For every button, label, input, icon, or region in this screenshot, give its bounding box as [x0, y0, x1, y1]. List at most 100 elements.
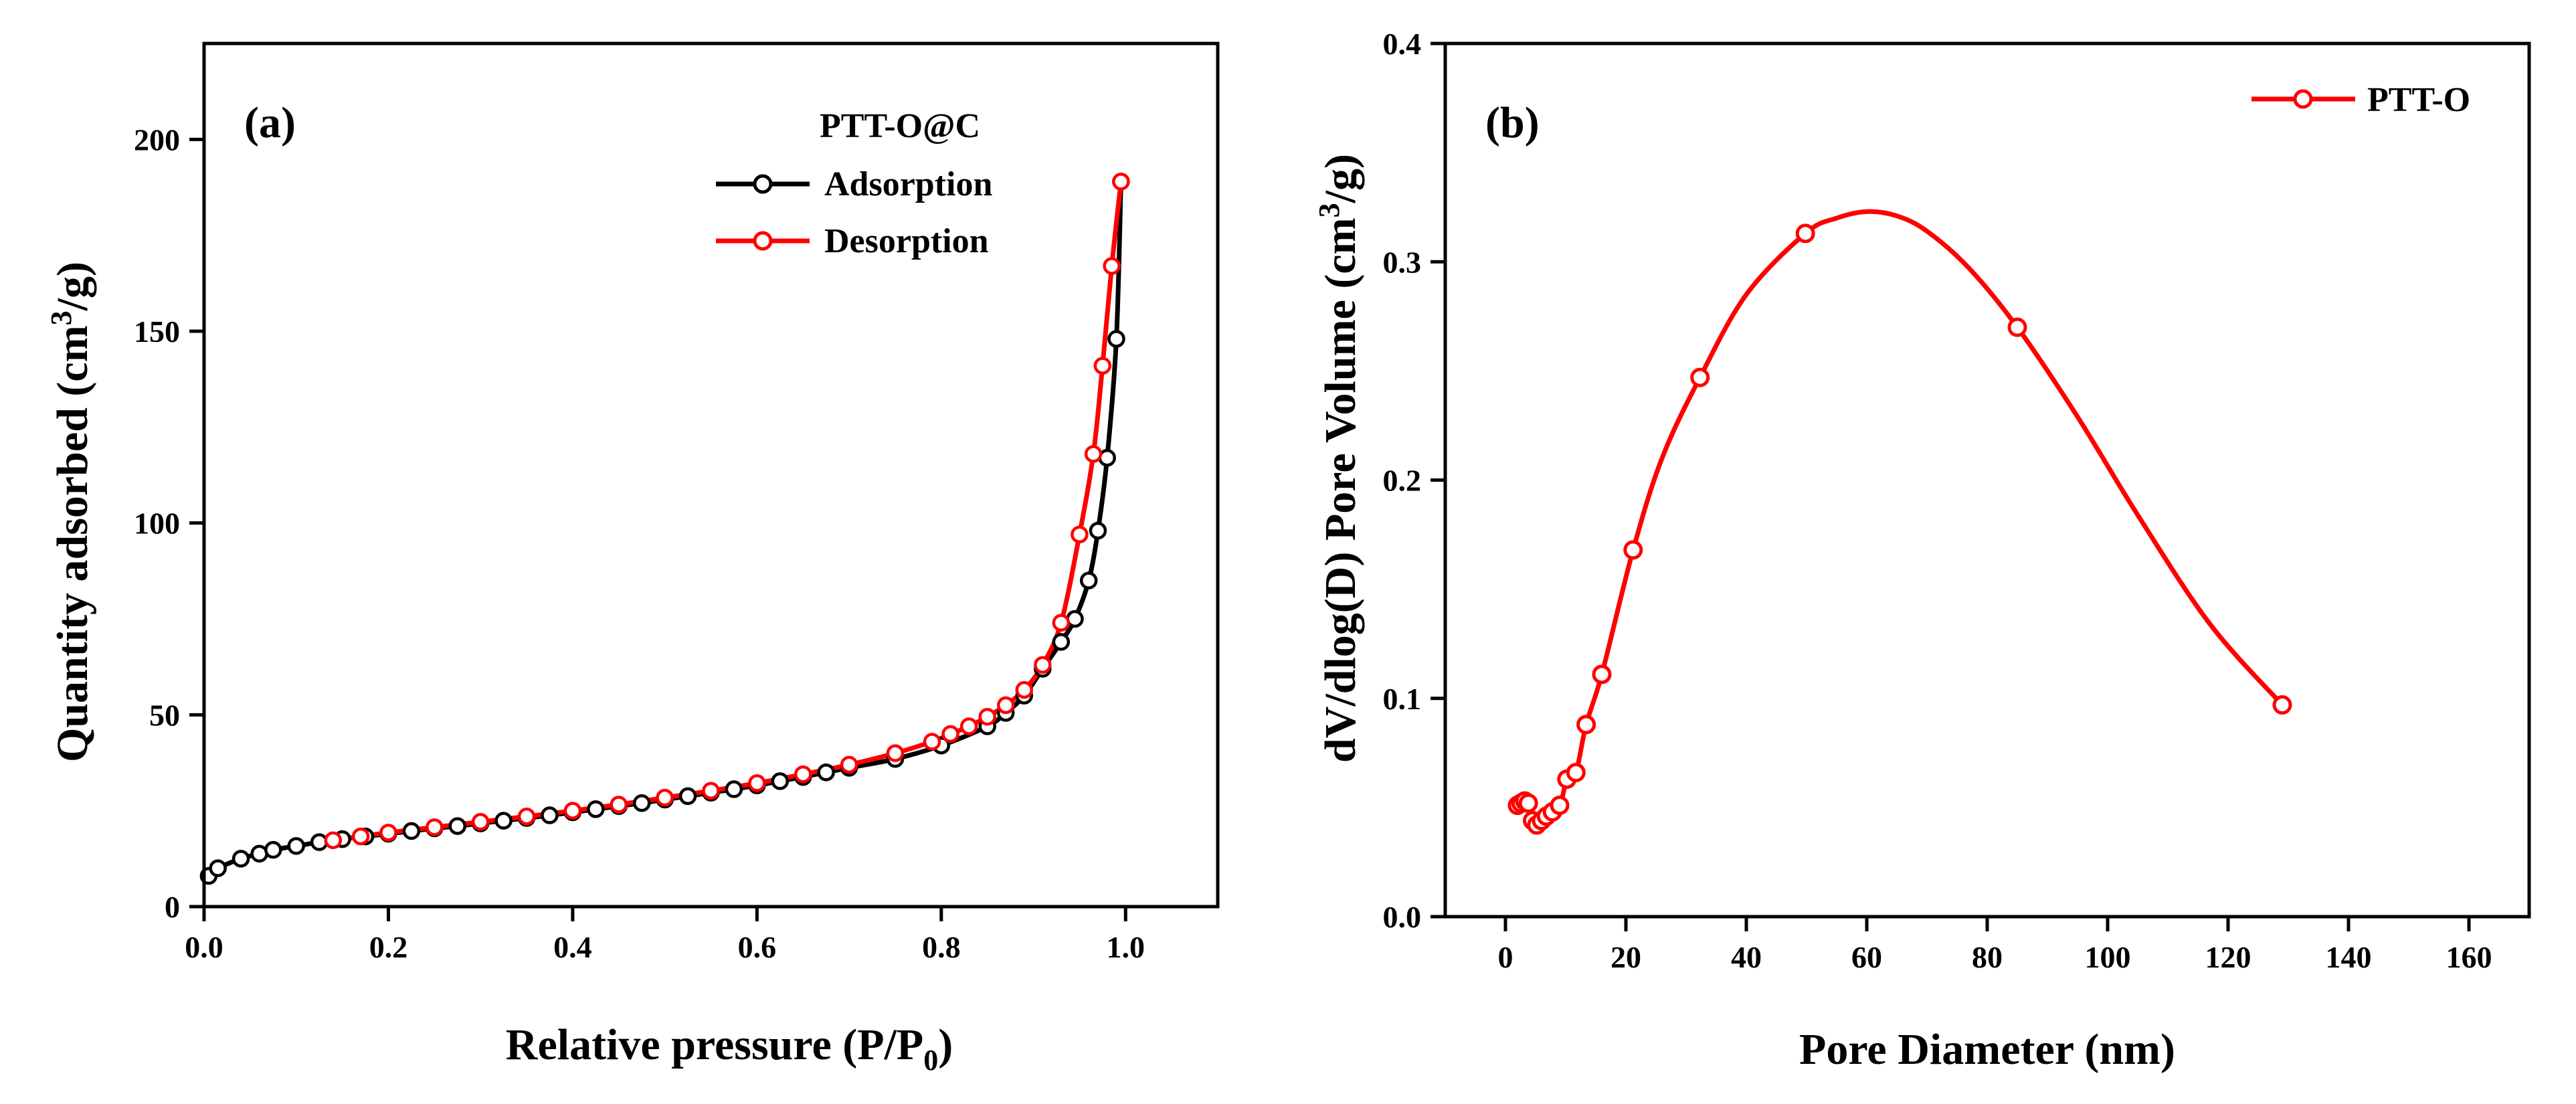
panel-b-x-tick-label: 100 [2085, 940, 2131, 974]
desorption-point [656, 788, 674, 807]
adsorption-point [725, 780, 743, 798]
adsorption-point [1107, 330, 1125, 348]
adsorption-point [287, 837, 305, 855]
desorption-point [471, 813, 490, 831]
adsorption-point [817, 763, 835, 781]
panel-b-y-tick-label: 0.2 [1383, 464, 1422, 498]
panel-a-legend: PTT-O@C Adsorption Desorption [716, 107, 992, 260]
desorption-point [1052, 614, 1071, 632]
panel-b-x-tick-label: 140 [2326, 940, 2372, 974]
desorption-point [923, 733, 941, 751]
panel-b-x-tick-label: 60 [1851, 940, 1882, 974]
panel-b-x-tick-label: 80 [1972, 940, 2003, 974]
adsorption-series-line [207, 181, 1123, 878]
panel-a-ticks: 0.0 0.2 0.4 0.6 0.8 1.0 0 50 100 150 200 [134, 122, 1145, 964]
desorption-point [563, 802, 582, 820]
legend-desorption-marker [753, 231, 773, 251]
adsorption-point [1079, 571, 1098, 589]
panel-a-x-axis-title: Relative pressure (P/P0) [506, 1020, 953, 1077]
desorption-point [1084, 445, 1103, 463]
adsorption-point [448, 817, 466, 835]
desorption-point [978, 707, 996, 726]
panel-b-plot-frame [1443, 41, 2531, 919]
desorption-point [1093, 357, 1112, 375]
desorption-point [379, 824, 397, 842]
legend-ptt-o-label: PTT-O [2367, 81, 2470, 119]
adsorption-point [494, 812, 513, 830]
panel-b-legend: PTT-O [2251, 81, 2470, 119]
desorption-point [1034, 656, 1052, 674]
legend-adsorption-marker [753, 174, 773, 194]
panel-b-x-tick-label: 120 [2205, 940, 2251, 974]
panel-a-x-tick-label: 0.4 [553, 930, 592, 964]
desorption-series-line [333, 181, 1123, 843]
panel-a-x-tick-label: 0.6 [738, 930, 777, 964]
ptt-o-point [2007, 317, 2027, 337]
desorption-point [426, 818, 444, 836]
adsorption-point [1089, 521, 1107, 540]
desorption-point [1071, 525, 1089, 544]
ptt-o-point [1550, 796, 1570, 816]
panel-a-plot-frame [202, 41, 1220, 909]
legend-adsorption-label: Adsorption [824, 165, 992, 203]
desorption-point [886, 744, 905, 762]
adsorption-point [402, 822, 421, 840]
legend-desorption-label: Desorption [824, 222, 989, 260]
ptt-o-point [1566, 763, 1586, 783]
desorption-point [610, 796, 628, 814]
panel-a-x-tick-label: 0.2 [369, 930, 408, 964]
adsorption-point [310, 833, 329, 851]
panel-b-y-tick-label: 0.1 [1383, 682, 1422, 716]
panel-a-x-tick-label: 0.0 [185, 930, 223, 964]
desorption-point [794, 765, 812, 784]
adsorption-point [632, 794, 651, 812]
panel-b-label: (b) [1485, 98, 1540, 147]
desorption-point [702, 781, 720, 800]
desorption-point [1103, 257, 1121, 275]
desorption-point [324, 831, 343, 850]
ptt-o-series-line [1515, 209, 2284, 828]
panel-b-y-tick-label: 0.0 [1383, 900, 1422, 934]
desorption-point [517, 808, 536, 826]
adsorption-point [1052, 633, 1071, 651]
adsorption-point [264, 840, 282, 859]
adsorption-point [232, 850, 250, 868]
desorption-point [1112, 173, 1130, 191]
panel-b-y-axis-title: dV/dlog(D) Pore Volume (cm3/g) [1313, 154, 1365, 763]
panel-a-y-tick-label: 100 [134, 507, 180, 541]
panel-a-y-tick-label: 200 [134, 122, 180, 157]
panel-b-y-tick-label: 0.4 [1383, 27, 1422, 61]
panel-a-adsorption-isotherm: 0.0 0.2 0.4 0.6 0.8 1.0 0 50 100 150 200 (a) PTT-O… [45, 41, 1220, 1077]
panel-a-label: (a) [244, 98, 296, 147]
panel-b-y-tick-label: 0.3 [1383, 245, 1422, 279]
adsorption-point [771, 772, 790, 790]
panel-b-ticks: 0 20 40 60 80 100 120 140 160 0.0 0.1 0.2 0.3 0.4 [1383, 27, 2492, 974]
panel-b-x-axis-title: Pore Diameter (nm) [1799, 1025, 2175, 1074]
ptt-o-point [2272, 695, 2292, 715]
panel-a-y-tick-label: 150 [134, 314, 180, 349]
ptt-o-point [1576, 715, 1596, 735]
panel-b-x-tick-label: 160 [2446, 940, 2492, 974]
ptt-o-point [1795, 223, 1815, 244]
panel-b-x-tick-label: 20 [1611, 940, 1641, 974]
desorption-point [351, 827, 370, 846]
adsorption-point [678, 787, 697, 806]
adsorption-point [541, 806, 559, 824]
desorption-point [1015, 680, 1034, 699]
panel-a-x-tick-label: 1.0 [1107, 930, 1145, 964]
ptt-o-point [1690, 367, 1710, 387]
desorption-point [840, 755, 858, 774]
adsorption-point [587, 800, 605, 818]
panel-a-y-tick-label: 0 [165, 890, 180, 924]
desorption-point [941, 725, 959, 743]
adsorption-point [209, 859, 227, 877]
panel-a-marks [199, 173, 1130, 885]
panel-a-y-axis-title: Quantity adsorbed (cm3/g) [45, 262, 97, 762]
panel-b-marks [1507, 209, 2292, 835]
panel-a-y-tick-label: 50 [149, 698, 180, 732]
legend-ptt-o-marker [2293, 89, 2313, 109]
ptt-o-point [1592, 664, 1612, 684]
desorption-point [748, 774, 766, 792]
panel-a-x-tick-label: 0.8 [922, 930, 961, 964]
